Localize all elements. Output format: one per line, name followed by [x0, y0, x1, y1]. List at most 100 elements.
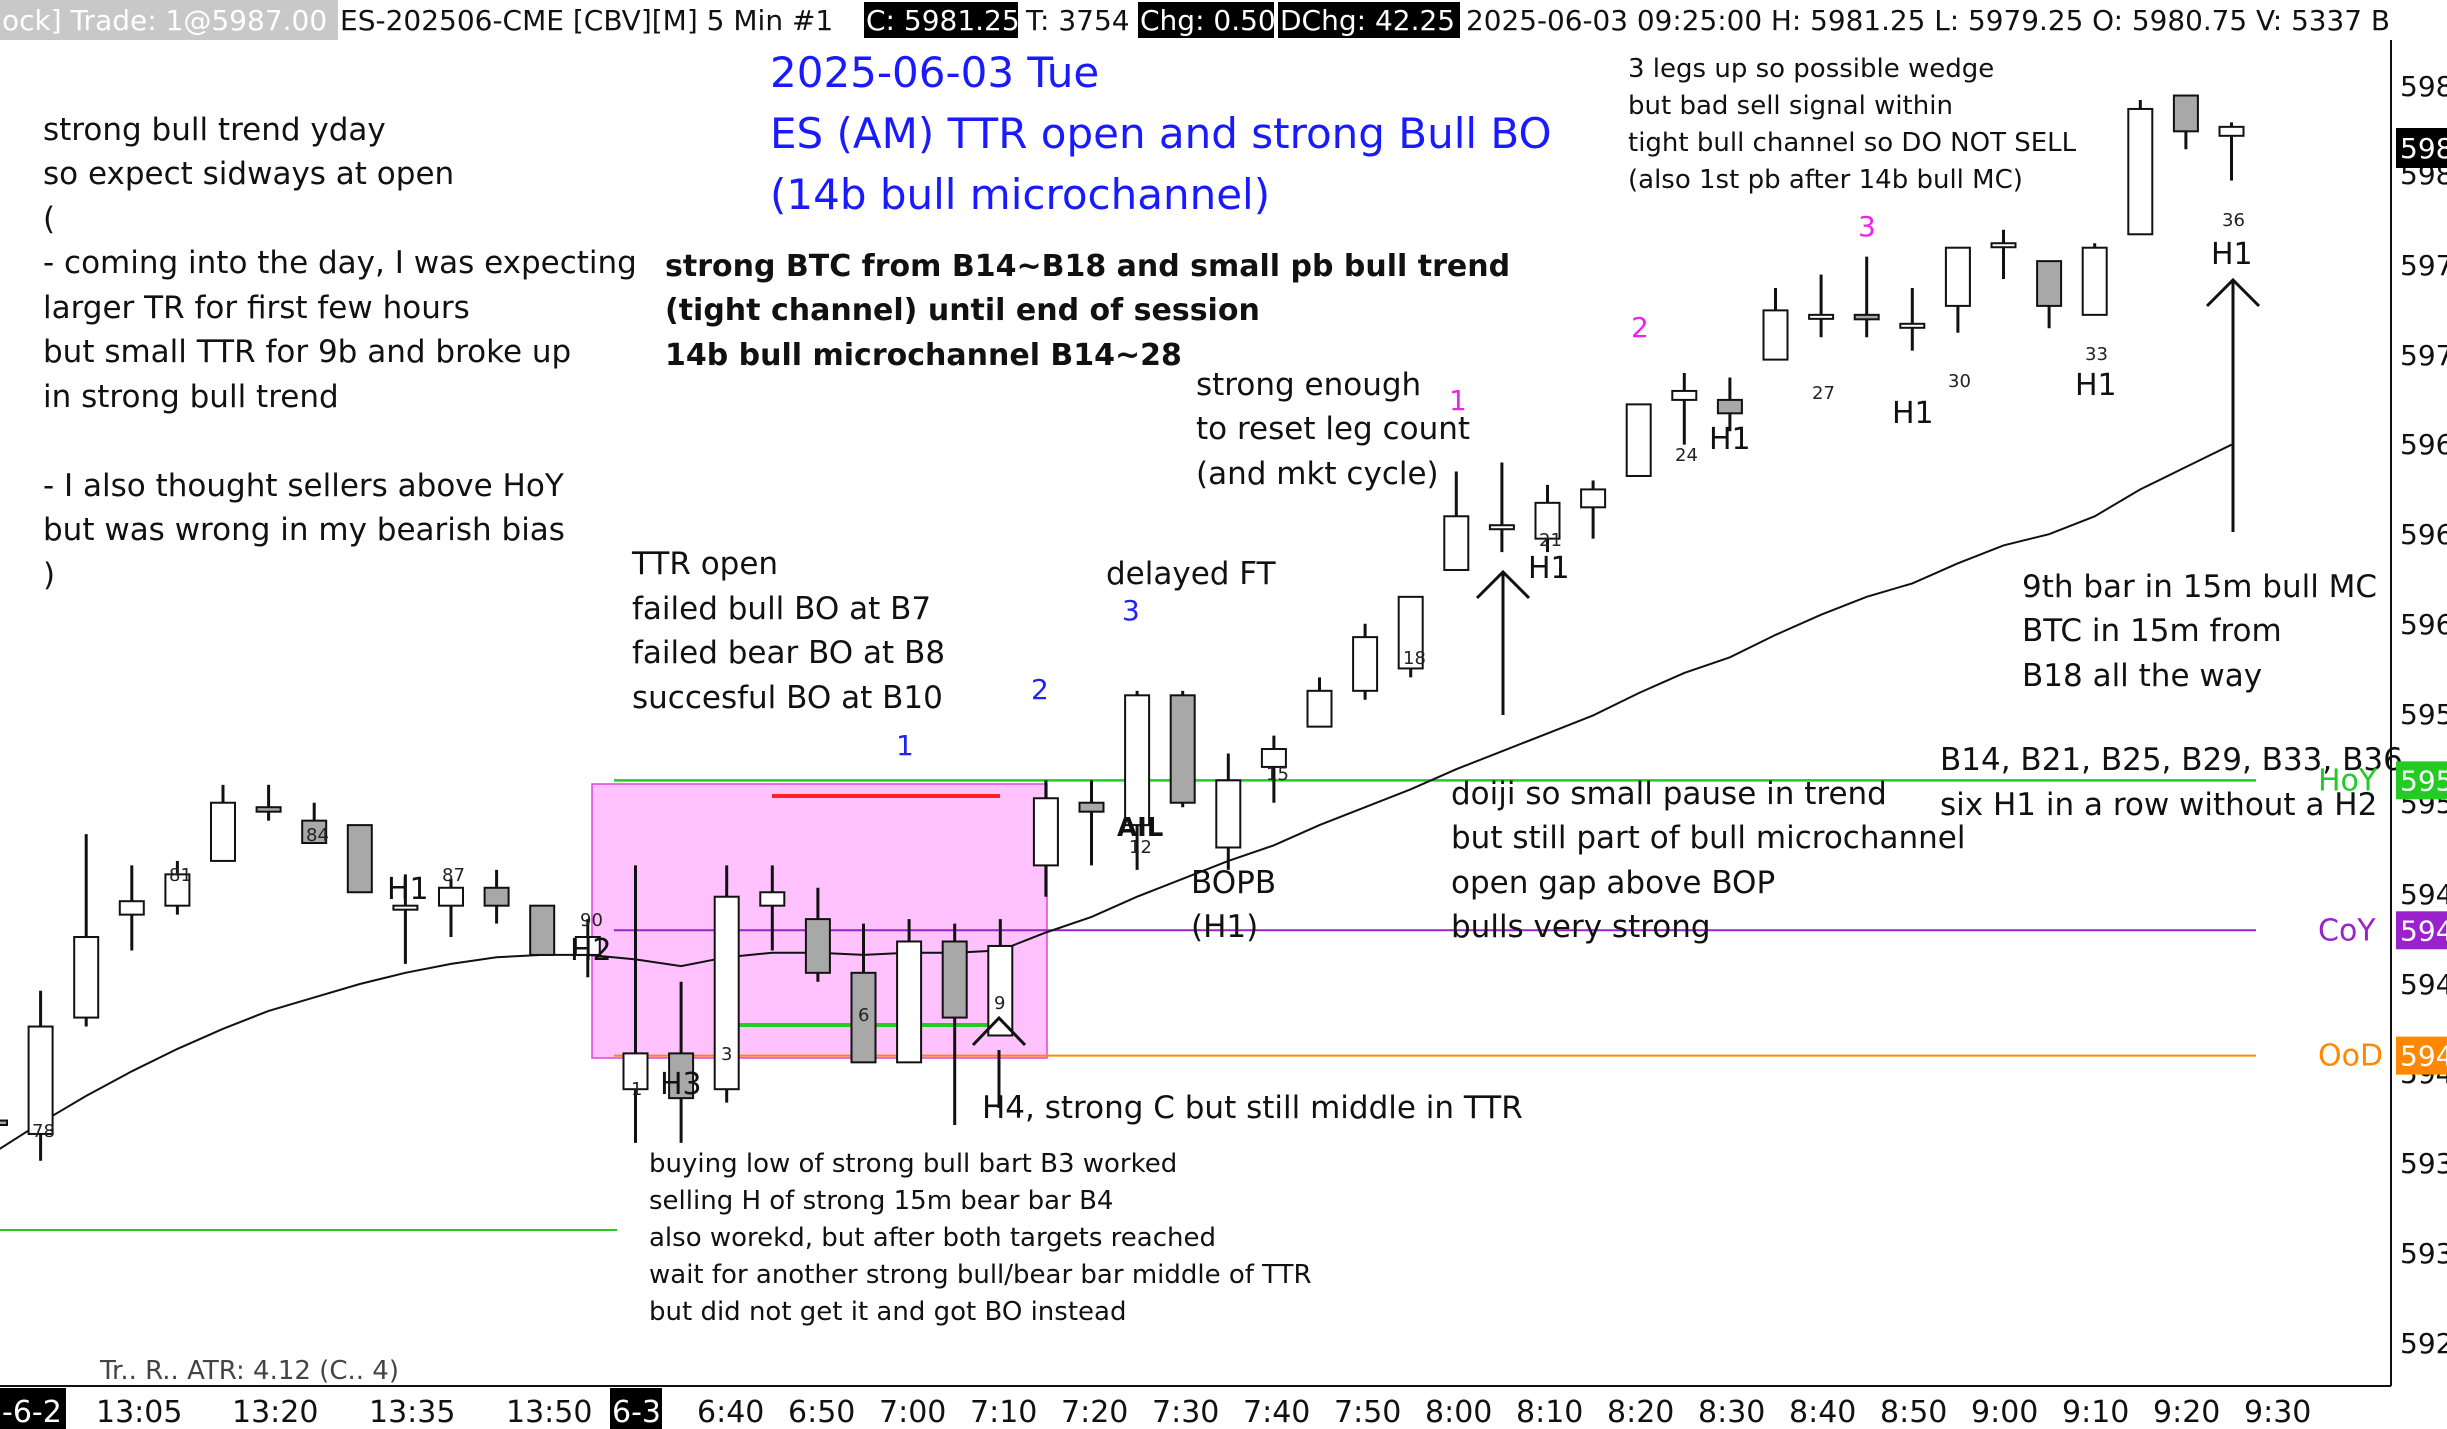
bull-candle[interactable] — [896, 940, 923, 1064]
bull-candle[interactable] — [1306, 689, 1333, 728]
note-line: (also 1st pb after 14b bull MC) — [1628, 165, 2023, 195]
bull-candle[interactable] — [164, 873, 191, 907]
bar-number-label: 84 — [306, 825, 329, 846]
note-btc: strong BTC from B14~B18 and small pb bul… — [665, 249, 1510, 373]
time-tick: 9:00 — [1971, 1395, 2038, 1429]
note-line: (and mkt cycle) — [1196, 456, 1439, 492]
bear-candle[interactable] — [483, 886, 510, 907]
bull-candle[interactable] — [210, 801, 236, 862]
bear-candle[interactable] — [1716, 398, 1743, 415]
bull-candle[interactable] — [1625, 403, 1652, 477]
note-doji: doiji so small pause in trend but still … — [1451, 776, 1965, 945]
bull-candle[interactable] — [574, 936, 601, 956]
bull-candle[interactable] — [1944, 246, 1971, 307]
bear-candle[interactable] — [2036, 260, 2063, 307]
note-line: ) — [43, 557, 55, 593]
bear-candle[interactable] — [1078, 801, 1105, 813]
bull-candle[interactable] — [1899, 322, 1926, 329]
bull-candle[interactable] — [2127, 107, 2154, 236]
bear-candle[interactable] — [301, 819, 328, 845]
note-line: failed bear BO at B8 — [632, 635, 945, 671]
bull-candle[interactable] — [73, 936, 100, 1019]
ood-label: OoD — [2318, 1039, 2383, 1074]
hoy-label: HoY — [2318, 763, 2378, 798]
price-tick: 593 — [2400, 1147, 2447, 1180]
bear-candle[interactable] — [1169, 694, 1196, 804]
bull-candle[interactable] — [1671, 389, 1698, 401]
bar-number-label: 87 — [442, 865, 465, 886]
bull-candle[interactable] — [1443, 515, 1470, 571]
bear-candle[interactable] — [346, 824, 373, 894]
ail-label: AIL — [1117, 813, 1163, 843]
bull-candle[interactable] — [622, 1052, 649, 1091]
bull-candle[interactable] — [1488, 524, 1515, 531]
note-line: doiji so small pause in trend — [1451, 776, 1887, 812]
bear-candle[interactable] — [804, 918, 831, 974]
bull-candle[interactable] — [1762, 309, 1789, 361]
bar-number-label: 1 — [631, 1079, 642, 1100]
bear-candle[interactable] — [941, 940, 968, 1019]
header-prefix-bg — [0, 0, 338, 40]
bull-candle[interactable] — [1397, 595, 1424, 670]
signal-label: H1 — [2211, 237, 2253, 272]
note-line: bulls very strong — [1451, 909, 1711, 945]
bar-number-label: 81 — [169, 865, 192, 886]
bear-candle[interactable] — [2172, 94, 2199, 133]
time-tick: 9:30 — [2244, 1395, 2311, 1429]
bull-candle[interactable] — [1580, 488, 1607, 509]
bull-candle[interactable] — [1215, 779, 1242, 849]
bear-candle[interactable] — [668, 1052, 695, 1100]
price-tick: 594 — [2400, 968, 2447, 1001]
bull-candle[interactable] — [392, 904, 419, 911]
bull-candle[interactable] — [2081, 246, 2108, 316]
bull-candle[interactable] — [1260, 748, 1287, 768]
bull-candle[interactable] — [759, 891, 786, 907]
header-bar: ock] Trade: 1@5987.00 ES-202506-CME [CBV… — [0, 0, 2390, 40]
bull-candle[interactable] — [1808, 313, 1835, 320]
bull-candle[interactable] — [713, 895, 740, 1091]
bull-candle[interactable] — [438, 886, 464, 907]
header-ohlc: 2025-06-03 09:25:00 H: 5981.25 L: 5979.2… — [1466, 4, 2390, 37]
time-axis: Tr.. R.. ATR: 4.12 (C.. 4) -6-2 13:05 13… — [0, 1356, 2391, 1429]
price-tick: 592 — [2400, 1327, 2447, 1360]
bull-candle[interactable] — [118, 900, 145, 916]
bar-number-label: 12 — [1129, 837, 1152, 858]
bull-candle[interactable] — [2218, 125, 2245, 137]
bear-candle[interactable] — [850, 971, 877, 1064]
price-tick: 597 — [2400, 339, 2447, 372]
note-line: ( — [43, 201, 55, 237]
indicator-partial: Tr.. R.. ATR: 4.12 (C.. 4) — [99, 1356, 399, 1386]
note-line: (tight channel) until end of session — [665, 293, 1260, 328]
bear-candle[interactable] — [1853, 313, 1880, 321]
bar-number-label: 27 — [1812, 383, 1835, 404]
note-bopb: BOPB (H1) — [1191, 865, 1276, 945]
bull-candle[interactable] — [1124, 694, 1151, 827]
time-tick: 7:00 — [879, 1395, 946, 1429]
bar-number-label: 9 — [994, 993, 1005, 1014]
bull-candle[interactable] — [987, 944, 1014, 1037]
time-tick: 9:10 — [2062, 1395, 2129, 1429]
price-tick: 596 — [2400, 518, 2447, 551]
title-line: ES (AM) TTR open and strong Bull BO — [770, 109, 1552, 158]
bear-candle[interactable] — [529, 904, 556, 956]
note-line: BOPB — [1191, 865, 1276, 901]
bear-candle[interactable] — [255, 806, 282, 813]
bar-number-label: 3 — [721, 1044, 732, 1065]
bar-number-label: 15 — [1266, 764, 1289, 785]
note-line: strong bull trend yday — [43, 112, 386, 148]
time-tick: 7:20 — [1061, 1395, 1128, 1429]
bar-number-labels: 78 81 84 87 90 1 3 6 9 12 15 18 21 24 27… — [32, 210, 2245, 1142]
coy-tag: 594 — [2400, 914, 2447, 947]
bull-candle[interactable] — [1534, 501, 1561, 540]
leg-count-label: 2 — [1631, 311, 1649, 344]
note-reset: strong enough to reset leg count (and mk… — [1106, 367, 1470, 592]
bull-candle[interactable] — [27, 1025, 54, 1135]
time-tick: 13:50 — [506, 1395, 592, 1429]
signal-label: H3 — [660, 1067, 702, 1102]
bull-candle[interactable] — [1990, 242, 2017, 249]
bear-candle[interactable] — [0, 1119, 8, 1127]
bull-candle[interactable] — [1352, 636, 1379, 692]
bull-candle[interactable] — [1032, 797, 1059, 867]
